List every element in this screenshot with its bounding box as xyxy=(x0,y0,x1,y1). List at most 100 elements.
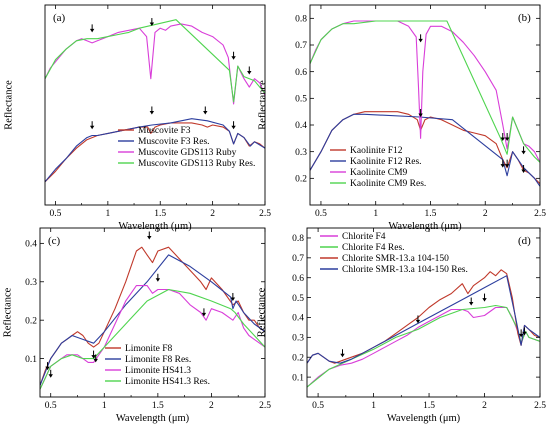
y-axis-title: Reflectance xyxy=(3,287,14,337)
panel-label: (d) xyxy=(518,235,531,247)
y-tick-label: 0.6 xyxy=(292,274,304,284)
x-tick-label: 0.5 xyxy=(315,209,327,219)
absorption-marker xyxy=(89,125,95,130)
panel-1: 0.5 1 1.5 2 2.5 Wavelength (μm) Reflectance (a)… xyxy=(4,4,271,232)
legend-label: Limonite HS41.3 Res. xyxy=(125,377,210,387)
legend-label: Muscovite GDS113 Ruby Res. xyxy=(138,159,255,169)
absorption-marker xyxy=(231,56,236,60)
legend-label: Kaolinite F12 xyxy=(350,146,403,156)
absorption-marker xyxy=(418,38,423,43)
y-tick-label: 0.2 xyxy=(25,316,37,326)
series-line-2 xyxy=(45,118,265,183)
absorption-marker xyxy=(500,164,505,168)
absorption-marker xyxy=(93,358,98,363)
x-tick-label: 2 xyxy=(209,401,214,411)
x-axis-title: Wavelength (μm) xyxy=(118,221,192,232)
x-tick-label: 1.5 xyxy=(423,401,435,411)
x-tick-label: 2.5 xyxy=(534,401,546,411)
absorption-marker xyxy=(247,70,252,75)
absorption-marker xyxy=(147,236,152,240)
absorption-marker xyxy=(522,331,527,336)
series-line-3 xyxy=(307,269,540,364)
panel-label: (a) xyxy=(53,12,66,24)
y-axis-title: Reflectance xyxy=(257,287,268,337)
absorption-marker xyxy=(45,366,50,371)
legend-label: Kaolinite F12 Res. xyxy=(350,157,422,167)
x-tick-label: 2.5 xyxy=(259,209,271,219)
y-tick-label: 0.5 xyxy=(295,95,307,105)
series-line-2 xyxy=(310,113,540,187)
series-line-4 xyxy=(307,275,540,364)
absorption-marker xyxy=(340,353,345,358)
y-tick-label: 0.3 xyxy=(25,278,37,288)
absorption-marker xyxy=(155,278,161,282)
series-line-1 xyxy=(310,111,540,185)
x-tick-label: 2.5 xyxy=(534,209,546,219)
x-axis-title: Wavelength (μm) xyxy=(388,221,462,232)
legend-label: Kaolinite CM9 Res. xyxy=(350,179,426,189)
y-tick-label: 0.1 xyxy=(292,373,304,383)
legend-label: Chlorite SMR-13.a 104-150 Res. xyxy=(342,265,468,275)
panel-4: 0.5 1 1.5 2 2.5 0.1 0.2 0.3 0.4 0.5 0.6 0.7 0.8 Wavel… xyxy=(257,227,546,424)
legend-label: Chlorite SMR-13.a 104-150 xyxy=(342,254,449,264)
absorption-marker xyxy=(89,28,95,33)
x-tick-label: 1 xyxy=(373,209,378,219)
y-tick-label: 0.8 xyxy=(292,234,304,244)
legend-label: Limonite F8 xyxy=(125,344,172,354)
panel-3: 0.5 1 1.5 2 2.5 0.1 0.2 0.3 0.4 Wavelength (μm) Re… xyxy=(3,227,271,424)
x-tick-label: 1.5 xyxy=(152,401,164,411)
series-line-4 xyxy=(40,288,265,390)
plot-frame xyxy=(44,4,266,206)
x-tick-label: 2 xyxy=(483,209,488,219)
series-line-3 xyxy=(40,285,265,390)
x-tick-label: 1.5 xyxy=(154,209,166,219)
y-tick-label: 0.4 xyxy=(25,240,37,250)
x-axis-title: Wavelength (μm) xyxy=(387,413,461,424)
y-axis-title: Reflectance xyxy=(4,80,15,130)
legend-label: Kaolinite CM9 xyxy=(350,168,408,178)
y-axis-title: Reflectance xyxy=(258,80,269,130)
y-tick-label: 0.1 xyxy=(25,355,37,365)
x-tick-label: 2 xyxy=(210,209,215,219)
x-tick-label: 0.5 xyxy=(45,401,57,411)
y-tick-label: 0.3 xyxy=(292,334,304,344)
x-tick-label: 1 xyxy=(102,401,107,411)
absorption-marker xyxy=(203,110,208,115)
y-tick-label: 0.7 xyxy=(292,254,304,264)
absorption-marker xyxy=(500,137,505,141)
y-tick-label: 0.7 xyxy=(295,41,307,51)
panel-label: (b) xyxy=(518,12,531,24)
absorption-marker xyxy=(521,150,526,155)
absorption-marker xyxy=(521,169,526,173)
y-tick-label: 0.2 xyxy=(295,175,307,185)
legend-label: Muscovite GDS113 Ruby xyxy=(138,148,237,158)
series-line-3 xyxy=(310,20,540,163)
absorption-marker xyxy=(504,137,510,141)
x-axis-title: Wavelength (μm) xyxy=(116,413,190,424)
series-line-4 xyxy=(45,19,265,103)
plot-frame xyxy=(309,4,541,206)
y-tick-label: 0.6 xyxy=(295,68,307,78)
x-tick-label: 1 xyxy=(371,401,376,411)
absorption-marker xyxy=(518,333,524,338)
series-line-2 xyxy=(40,254,265,386)
absorption-marker xyxy=(149,110,155,115)
plot-frame xyxy=(39,227,266,398)
absorption-marker xyxy=(415,319,421,324)
absorption-marker xyxy=(231,125,236,130)
y-tick-label: 0.4 xyxy=(295,121,307,131)
x-tick-label: 1.5 xyxy=(425,209,437,219)
x-tick-label: 1 xyxy=(105,209,110,219)
absorption-marker xyxy=(230,297,236,301)
x-tick-label: 0.5 xyxy=(312,401,324,411)
y-tick-label: 0.8 xyxy=(295,15,307,25)
x-tick-label: 0.5 xyxy=(50,209,62,219)
series-line-4 xyxy=(310,20,540,163)
panel-2: 0.5 1 1.5 2 2.5 0.2 0.3 0.4 0.5 0.6 0.7 0.8 Waveleng… xyxy=(258,4,546,232)
legend-label: Limonite HS41.3 xyxy=(125,366,191,376)
absorption-marker xyxy=(149,22,155,27)
absorption-marker xyxy=(201,312,207,317)
